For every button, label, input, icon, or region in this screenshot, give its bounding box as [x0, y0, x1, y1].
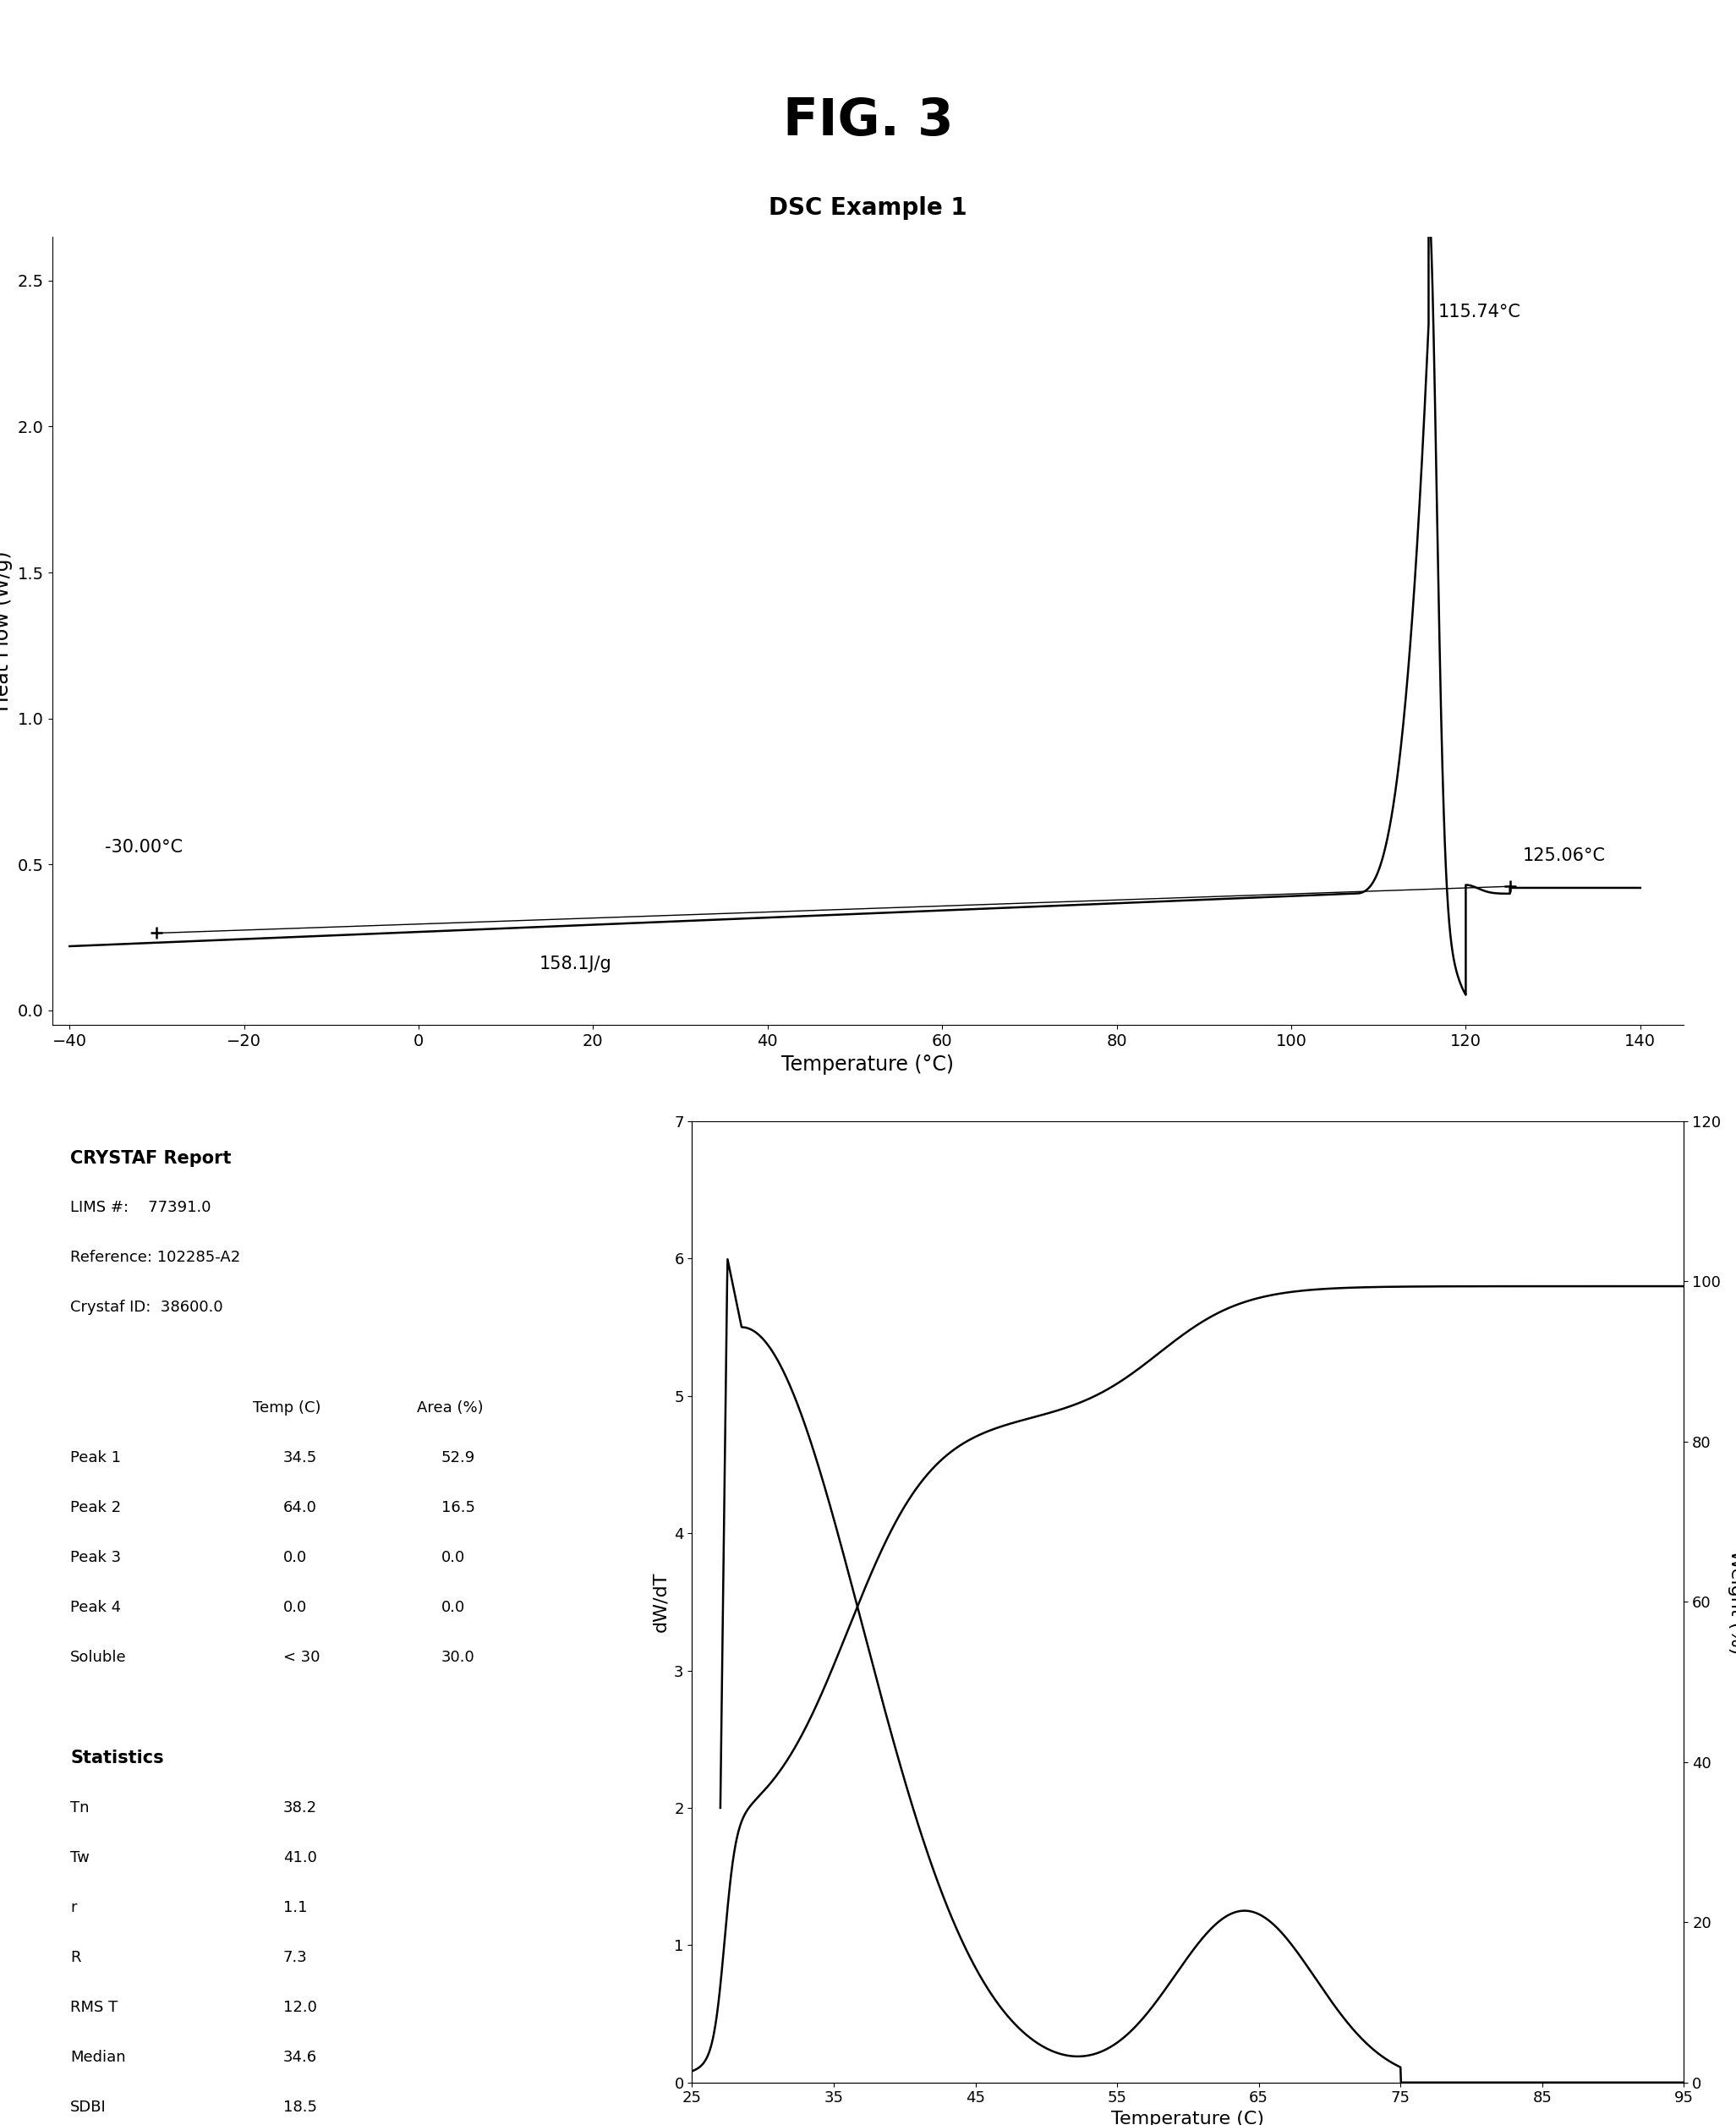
X-axis label: Temperature (°C): Temperature (°C): [781, 1054, 955, 1075]
Text: 16.5: 16.5: [441, 1500, 476, 1515]
Text: r: r: [71, 1900, 76, 1915]
Text: 34.6: 34.6: [283, 2051, 318, 2066]
Text: Tw: Tw: [71, 1851, 90, 1866]
Text: < 30: < 30: [283, 1649, 319, 1666]
Text: 0.0: 0.0: [441, 1600, 465, 1615]
Text: 64.0: 64.0: [283, 1500, 316, 1515]
Text: Area (%): Area (%): [417, 1400, 483, 1415]
Text: 7.3: 7.3: [283, 1951, 307, 1966]
Text: Crystaf ID:  38600.0: Crystaf ID: 38600.0: [71, 1300, 222, 1315]
Text: RMS T: RMS T: [71, 2000, 118, 2014]
Text: 1.1: 1.1: [283, 1900, 307, 1915]
Text: 0.0: 0.0: [441, 1549, 465, 1566]
Text: Tn: Tn: [71, 1800, 89, 1815]
Text: Temp (C): Temp (C): [253, 1400, 321, 1415]
Text: 125.06°C: 125.06°C: [1522, 848, 1606, 865]
Text: Soluble: Soluble: [71, 1649, 127, 1666]
Text: Median: Median: [71, 2051, 125, 2066]
Text: 12.0: 12.0: [283, 2000, 316, 2014]
Text: Peak 4: Peak 4: [71, 1600, 122, 1615]
Text: Peak 1: Peak 1: [71, 1449, 122, 1464]
Text: SDBI: SDBI: [71, 2100, 106, 2114]
Text: LIMS #:    77391.0: LIMS #: 77391.0: [71, 1201, 212, 1216]
Text: 41.0: 41.0: [283, 1851, 316, 1866]
Text: 158.1J/g: 158.1J/g: [540, 956, 611, 973]
Text: Statistics: Statistics: [71, 1749, 163, 1766]
Text: 115.74°C: 115.74°C: [1437, 304, 1521, 321]
Text: Reference: 102285-A2: Reference: 102285-A2: [71, 1250, 241, 1264]
Text: DSC Example 1: DSC Example 1: [769, 196, 967, 219]
Text: -30.00°C: -30.00°C: [104, 839, 182, 856]
Text: 34.5: 34.5: [283, 1449, 318, 1464]
Text: 30.0: 30.0: [441, 1649, 474, 1666]
Text: Peak 3: Peak 3: [71, 1549, 122, 1566]
Text: CRYSTAF Report: CRYSTAF Report: [71, 1150, 231, 1167]
Text: 38.2: 38.2: [283, 1800, 318, 1815]
Text: R: R: [71, 1951, 82, 1966]
Y-axis label: Weight (%): Weight (%): [1727, 1549, 1736, 1653]
Text: Peak 2: Peak 2: [71, 1500, 122, 1515]
Y-axis label: Heat Flow (W/g): Heat Flow (W/g): [0, 550, 12, 712]
X-axis label: Temperature (C): Temperature (C): [1111, 2110, 1264, 2125]
Text: 0.0: 0.0: [283, 1549, 307, 1566]
Y-axis label: dW/dT: dW/dT: [653, 1572, 670, 1632]
Text: 0.0: 0.0: [283, 1600, 307, 1615]
Text: 52.9: 52.9: [441, 1449, 476, 1464]
Text: FIG. 3: FIG. 3: [783, 96, 953, 147]
Text: 18.5: 18.5: [283, 2100, 318, 2114]
